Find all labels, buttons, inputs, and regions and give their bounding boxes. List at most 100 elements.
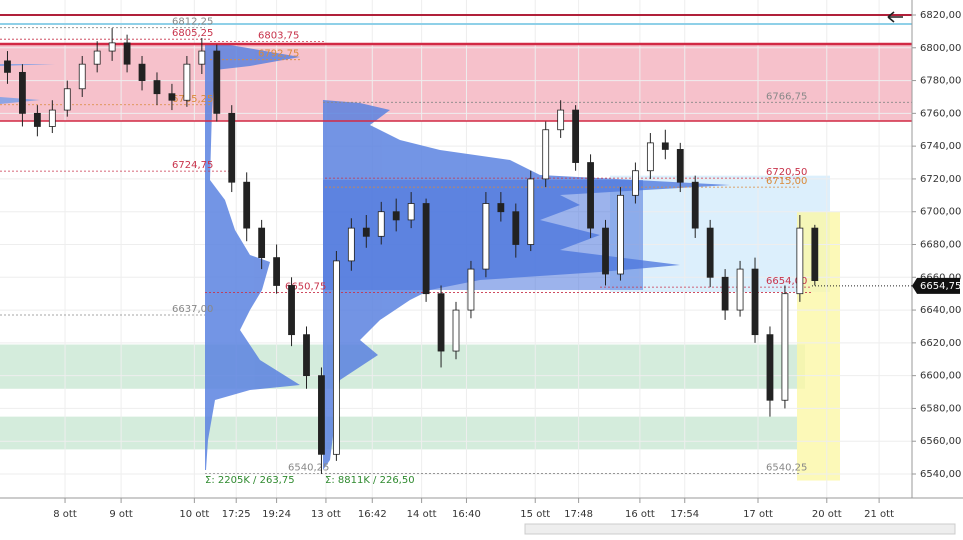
y-tick-label: 6640,00 xyxy=(920,305,961,316)
candle-body xyxy=(318,375,325,455)
y-tick-label: 6660,00 xyxy=(920,272,961,283)
volume-profile xyxy=(0,64,55,104)
level-label: 6540,25 xyxy=(766,463,807,474)
axes: 6540,00 6560,00 6580,00 6600,00 6620,00 6640,… xyxy=(53,10,961,520)
candle-body xyxy=(422,203,430,295)
x-tick-label: 17 ott xyxy=(743,509,773,520)
x-tick-label: 19:24 xyxy=(262,509,291,520)
y-tick-label: 6540,00 xyxy=(920,469,961,480)
x-tick-label: 14 ott xyxy=(407,509,437,520)
candle-body xyxy=(392,211,400,221)
x-tick-label: 17:25 xyxy=(222,509,251,520)
level-label: 6803,75 xyxy=(258,31,299,42)
level-label: 6805,25 xyxy=(172,28,213,39)
candle-body xyxy=(4,60,11,73)
candle-body xyxy=(377,211,385,237)
x-tick-label: 13 ott xyxy=(311,509,341,520)
candle-body xyxy=(33,112,41,127)
level-label: 6765,25 xyxy=(172,94,213,105)
x-tick-label: 10 ott xyxy=(179,509,209,520)
zone xyxy=(610,175,830,293)
candle-body xyxy=(572,109,580,163)
x-tick-label: 21 ott xyxy=(864,509,894,520)
y-tick-label: 6580,00 xyxy=(920,403,961,414)
zones xyxy=(0,44,912,481)
x-tick-label: 20 ott xyxy=(812,509,842,520)
zone xyxy=(0,344,805,389)
candle-body xyxy=(557,109,565,131)
last-price-label: 6654,75 xyxy=(920,281,961,292)
back-arrow[interactable] xyxy=(887,11,903,23)
y-tick-label: 6820,00 xyxy=(920,10,961,21)
candle-body xyxy=(153,80,161,95)
candle-body xyxy=(691,181,699,229)
candle-body xyxy=(632,170,639,196)
candle-body xyxy=(602,227,609,275)
candle-body xyxy=(288,285,295,336)
candle-body xyxy=(347,227,355,262)
candle-body xyxy=(706,227,714,278)
candle-body xyxy=(63,88,71,111)
level-label: 6654,00 xyxy=(766,276,807,287)
candle-body xyxy=(467,268,475,311)
y-tick-label: 6620,00 xyxy=(920,338,961,349)
y-tick-label: 6560,00 xyxy=(920,436,961,447)
y-tick-label: 6780,00 xyxy=(920,76,961,87)
candle-body xyxy=(736,268,744,311)
candle-body xyxy=(303,334,310,377)
candle-body xyxy=(676,149,684,183)
y-tick-label: 6740,00 xyxy=(920,141,961,152)
candle-body xyxy=(542,129,550,180)
candle-body xyxy=(273,257,280,286)
profile-note: Σ: 8811K / 226,50 xyxy=(325,475,415,486)
zone xyxy=(0,44,912,122)
candle-body xyxy=(93,50,101,65)
candle-body xyxy=(766,334,774,401)
x-tick-label: 17:54 xyxy=(670,509,699,520)
candle-body xyxy=(497,203,505,213)
zone xyxy=(797,211,840,481)
candle-body xyxy=(437,293,445,352)
scrollbar[interactable] xyxy=(524,523,956,535)
zone xyxy=(0,416,797,450)
candle-body xyxy=(168,93,176,101)
candle-body xyxy=(138,63,146,81)
candle-body xyxy=(661,142,669,150)
volume-profile xyxy=(205,45,300,470)
profile-note: Σ: 2205K / 263,75 xyxy=(205,475,295,486)
candle-body xyxy=(646,142,654,172)
candle-body xyxy=(721,276,729,311)
candle-body xyxy=(108,42,116,52)
candle-body xyxy=(587,162,594,229)
x-tick-label: 15 ott xyxy=(520,509,550,520)
candle-body xyxy=(123,42,131,65)
candle-body xyxy=(407,203,415,221)
level-label: 6540,25 xyxy=(288,463,329,474)
candle-body xyxy=(198,50,206,65)
candle-body xyxy=(482,203,490,270)
candle-body xyxy=(213,50,221,114)
candle-body xyxy=(183,63,191,101)
candles xyxy=(4,28,819,474)
x-tick-label: 8 ott xyxy=(53,509,77,520)
level-label: 6637,00 xyxy=(172,304,213,315)
level-label: 6812,25 xyxy=(172,17,213,28)
level-label: 6715,00 xyxy=(766,176,807,187)
candle-body xyxy=(751,268,759,336)
x-tick-label: 9 ott xyxy=(109,509,133,520)
level-label: 6766,75 xyxy=(766,91,807,102)
candle-body xyxy=(527,178,535,245)
y-tick-label: 6600,00 xyxy=(920,371,961,382)
level-label: 6650,75 xyxy=(285,281,326,292)
last-price-tag xyxy=(912,277,960,294)
candle-body xyxy=(243,181,251,229)
candle-body xyxy=(811,227,819,281)
level-label: 6720,50 xyxy=(766,167,807,178)
candle-body xyxy=(617,194,624,275)
candle-body xyxy=(332,260,340,455)
y-tick-label: 6680,00 xyxy=(920,240,961,251)
y-tick-label: 6720,00 xyxy=(920,174,961,185)
x-tick-label: 17:48 xyxy=(564,509,593,520)
